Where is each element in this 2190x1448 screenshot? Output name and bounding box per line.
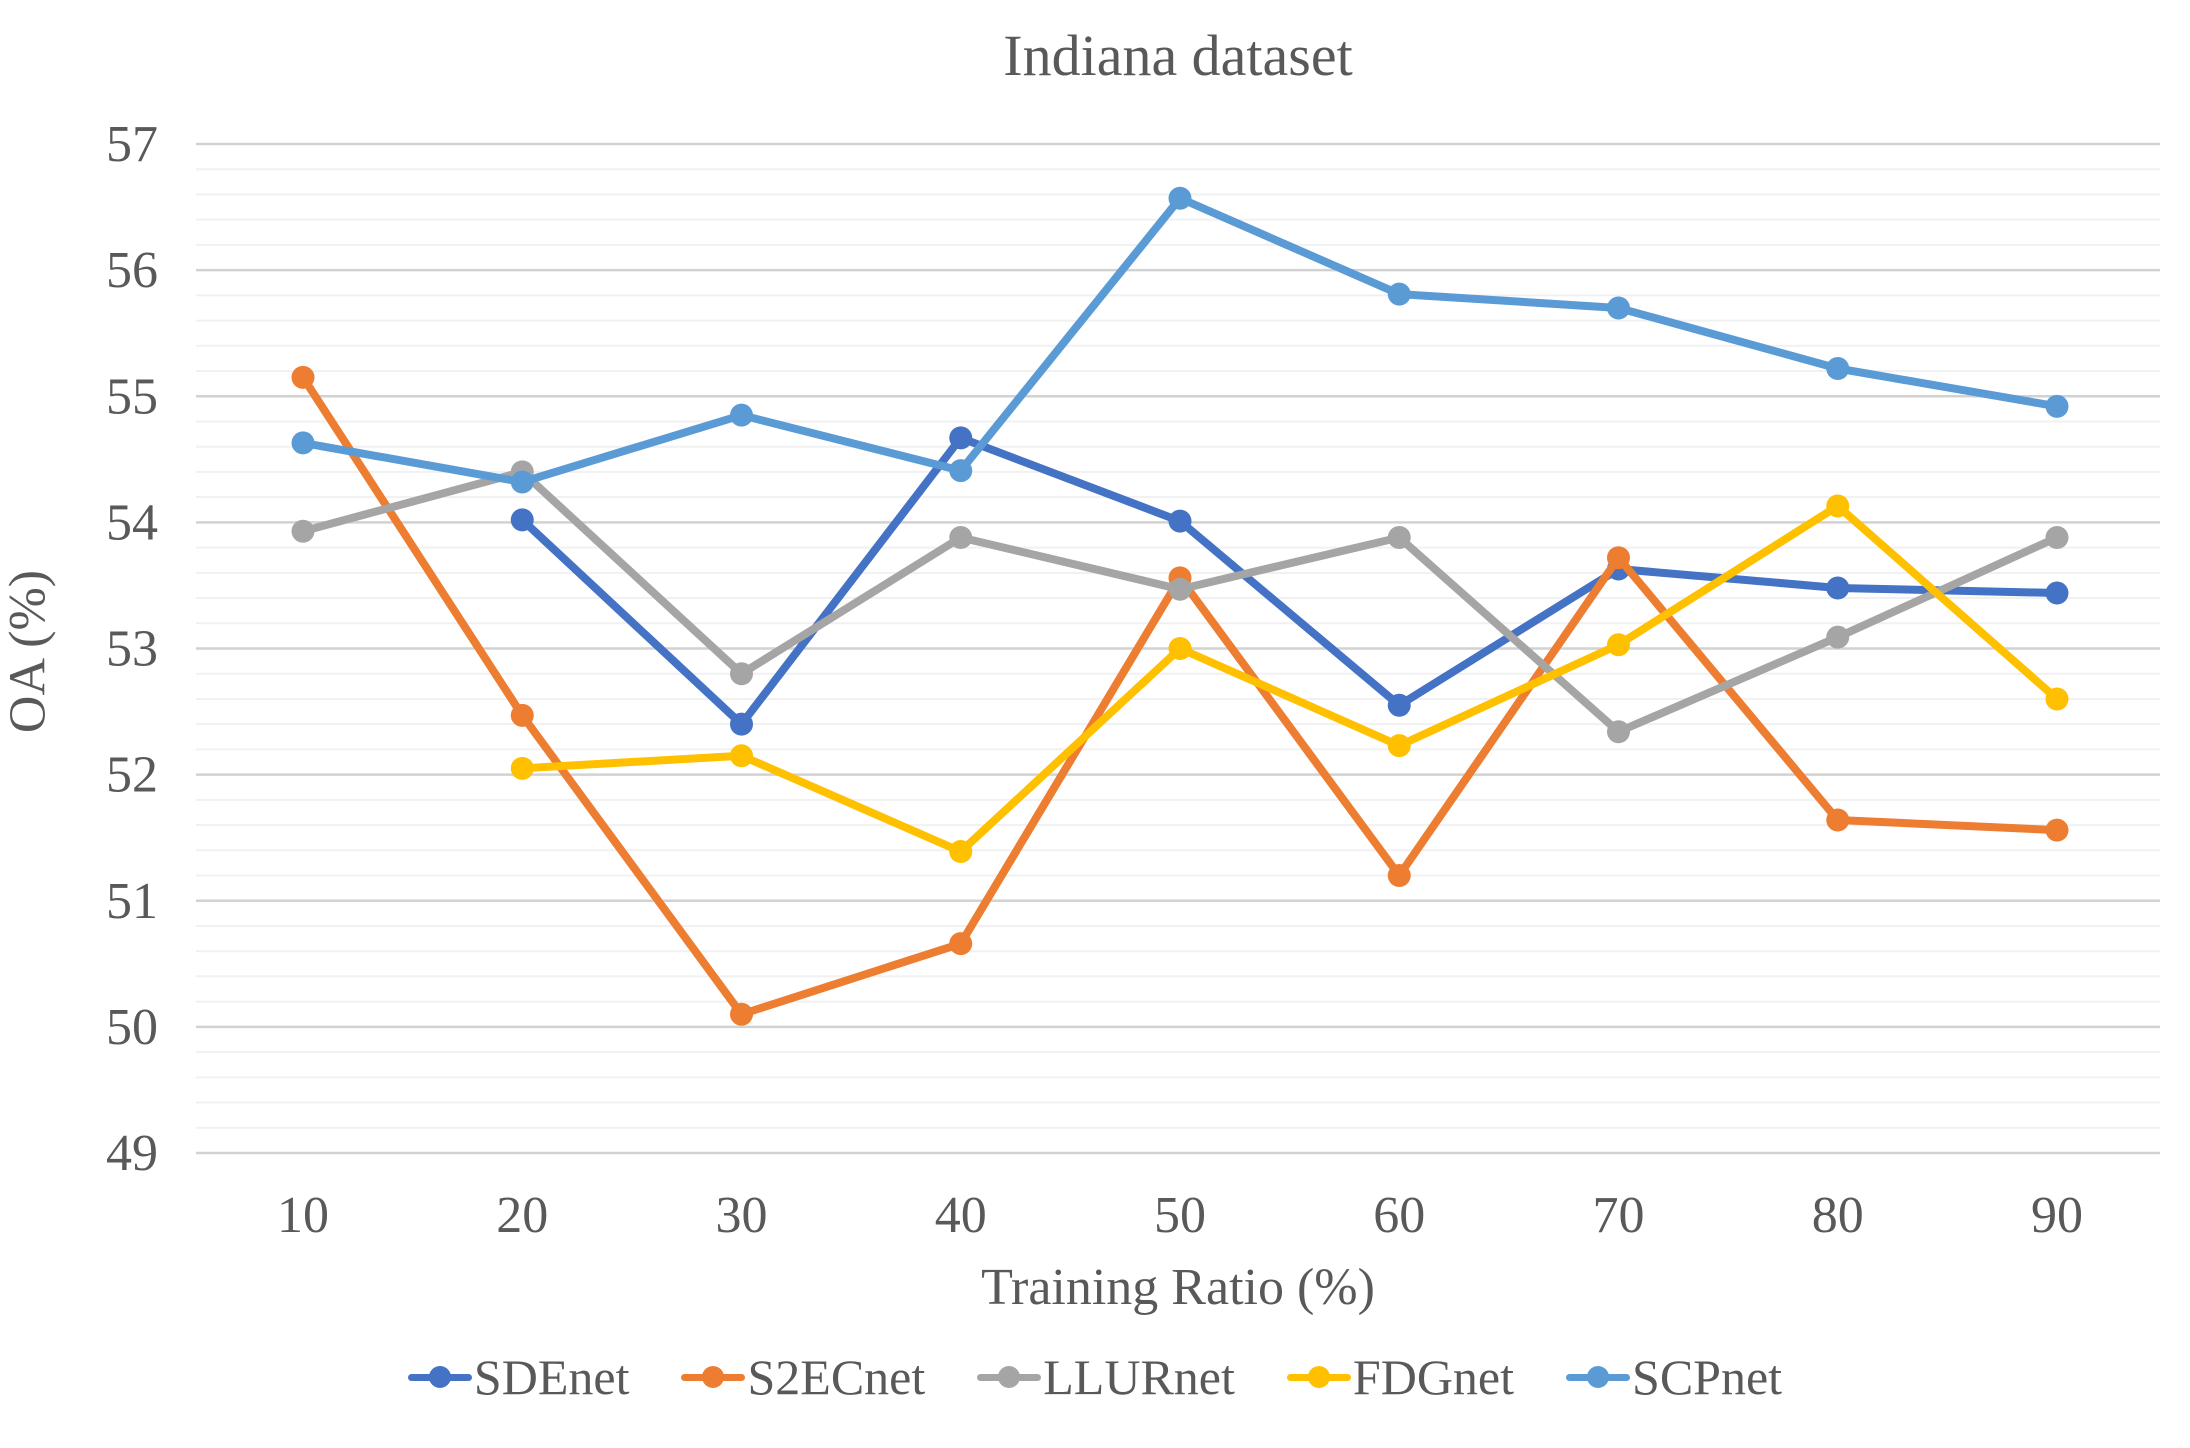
legend-marker-icon — [681, 1365, 746, 1389]
series-line-scpnet — [299, 194, 2061, 487]
data-point-sdenet — [730, 712, 753, 736]
y-axis-title: OA (%) — [0, 569, 57, 734]
legend-item-s2ecnet: S2ECnet — [681, 1352, 925, 1402]
data-point-sdenet — [2045, 581, 2069, 605]
x-tick-label: 50 — [1154, 1187, 1206, 1244]
legend-marker-icon — [1566, 1365, 1631, 1389]
y-tick-label: 52 — [106, 747, 158, 804]
data-point-fdgnet — [949, 840, 973, 864]
y-tick-label: 53 — [106, 621, 158, 678]
legend-label: SCPnet — [1632, 1349, 1783, 1405]
legend-marker-icon — [1286, 1365, 1351, 1389]
legend: SDEnet S2ECnet LLURnet FDGnet SCPnet — [0, 1352, 2190, 1402]
data-point-s2ecnet — [949, 932, 973, 956]
data-point-scpnet — [1387, 282, 1411, 306]
data-point-fdgnet — [730, 744, 753, 768]
data-point-s2ecnet — [730, 1002, 753, 1026]
chart-title: Indiana dataset — [1003, 23, 1353, 88]
x-tick-label: 70 — [1593, 1187, 1645, 1244]
x-tick-label: 80 — [1812, 1187, 1864, 1244]
data-point-llurnet — [2045, 526, 2069, 550]
legend-marker-icon — [977, 1365, 1042, 1389]
x-tick-label: 90 — [2031, 1187, 2083, 1244]
series-line-sdenet — [518, 433, 2061, 729]
legend-marker-icon — [407, 1365, 472, 1389]
x-tick-label: 60 — [1373, 1187, 1425, 1244]
data-point-fdgnet — [2045, 687, 2069, 711]
legend-dot — [1587, 1366, 1610, 1388]
series-line-fdgnet — [518, 501, 2061, 856]
data-point-llurnet — [1826, 625, 1850, 649]
legend-item-llurnet: LLURnet — [977, 1352, 1235, 1402]
data-point-s2ecnet — [291, 365, 315, 389]
legend-label: SDEnet — [473, 1349, 630, 1405]
data-point-s2ecnet — [510, 703, 534, 727]
data-point-scpnet — [730, 403, 753, 427]
legend-label: LLURnet — [1043, 1349, 1235, 1405]
data-point-s2ecnet — [1826, 808, 1850, 832]
data-point-scpnet — [510, 470, 534, 494]
legend-dot — [428, 1366, 451, 1388]
data-point-llurnet — [1387, 526, 1411, 550]
legend-label: FDGnet — [1352, 1349, 1515, 1405]
legend-dot — [702, 1366, 725, 1388]
data-point-llurnet — [1607, 720, 1630, 744]
data-point-llurnet — [1168, 577, 1192, 601]
x-tick-label: 30 — [716, 1187, 768, 1244]
x-tick-label: 10 — [277, 1187, 329, 1244]
data-point-s2ecnet — [1607, 546, 1630, 570]
data-point-fdgnet — [1607, 633, 1630, 657]
legend-dot — [1307, 1366, 1330, 1388]
data-point-scpnet — [1826, 357, 1850, 381]
legend-item-sdenet: SDEnet — [407, 1349, 630, 1405]
legend-dot — [998, 1366, 1021, 1388]
y-tick-label: 57 — [106, 116, 158, 173]
data-point-llurnet — [949, 526, 973, 550]
legend-label: S2ECnet — [747, 1349, 926, 1405]
data-point-llurnet — [291, 519, 315, 543]
data-point-sdenet — [949, 426, 973, 450]
x-tick-label: 40 — [935, 1187, 987, 1244]
data-point-fdgnet — [1826, 494, 1850, 518]
y-tick-label: 54 — [106, 494, 158, 551]
data-point-scpnet — [949, 459, 973, 483]
data-point-scpnet — [1607, 296, 1630, 320]
data-point-fdgnet — [510, 756, 534, 780]
data-point-sdenet — [1826, 576, 1850, 600]
legend-item-fdgnet: FDGnet — [1286, 1349, 1515, 1405]
y-tick-label: 56 — [106, 242, 158, 299]
y-tick-label: 49 — [106, 1125, 158, 1182]
data-point-scpnet — [1168, 186, 1192, 210]
x-axis-title: Training Ratio (%) — [981, 1259, 1375, 1316]
data-point-llurnet — [730, 662, 753, 686]
data-point-scpnet — [2045, 394, 2069, 418]
data-point-s2ecnet — [2045, 818, 2069, 842]
x-tick-label: 20 — [496, 1187, 548, 1244]
data-point-fdgnet — [1168, 637, 1192, 660]
data-point-fdgnet — [1387, 734, 1411, 758]
y-tick-label: 50 — [106, 999, 158, 1056]
data-point-sdenet — [1387, 693, 1411, 717]
data-point-sdenet — [510, 508, 534, 532]
legend-item-scpnet: SCPnet — [1566, 1352, 1782, 1402]
data-point-sdenet — [1168, 509, 1192, 533]
y-tick-label: 55 — [106, 368, 158, 425]
data-point-scpnet — [291, 431, 315, 455]
data-point-s2ecnet — [1387, 864, 1411, 888]
y-tick-label: 51 — [106, 873, 158, 930]
